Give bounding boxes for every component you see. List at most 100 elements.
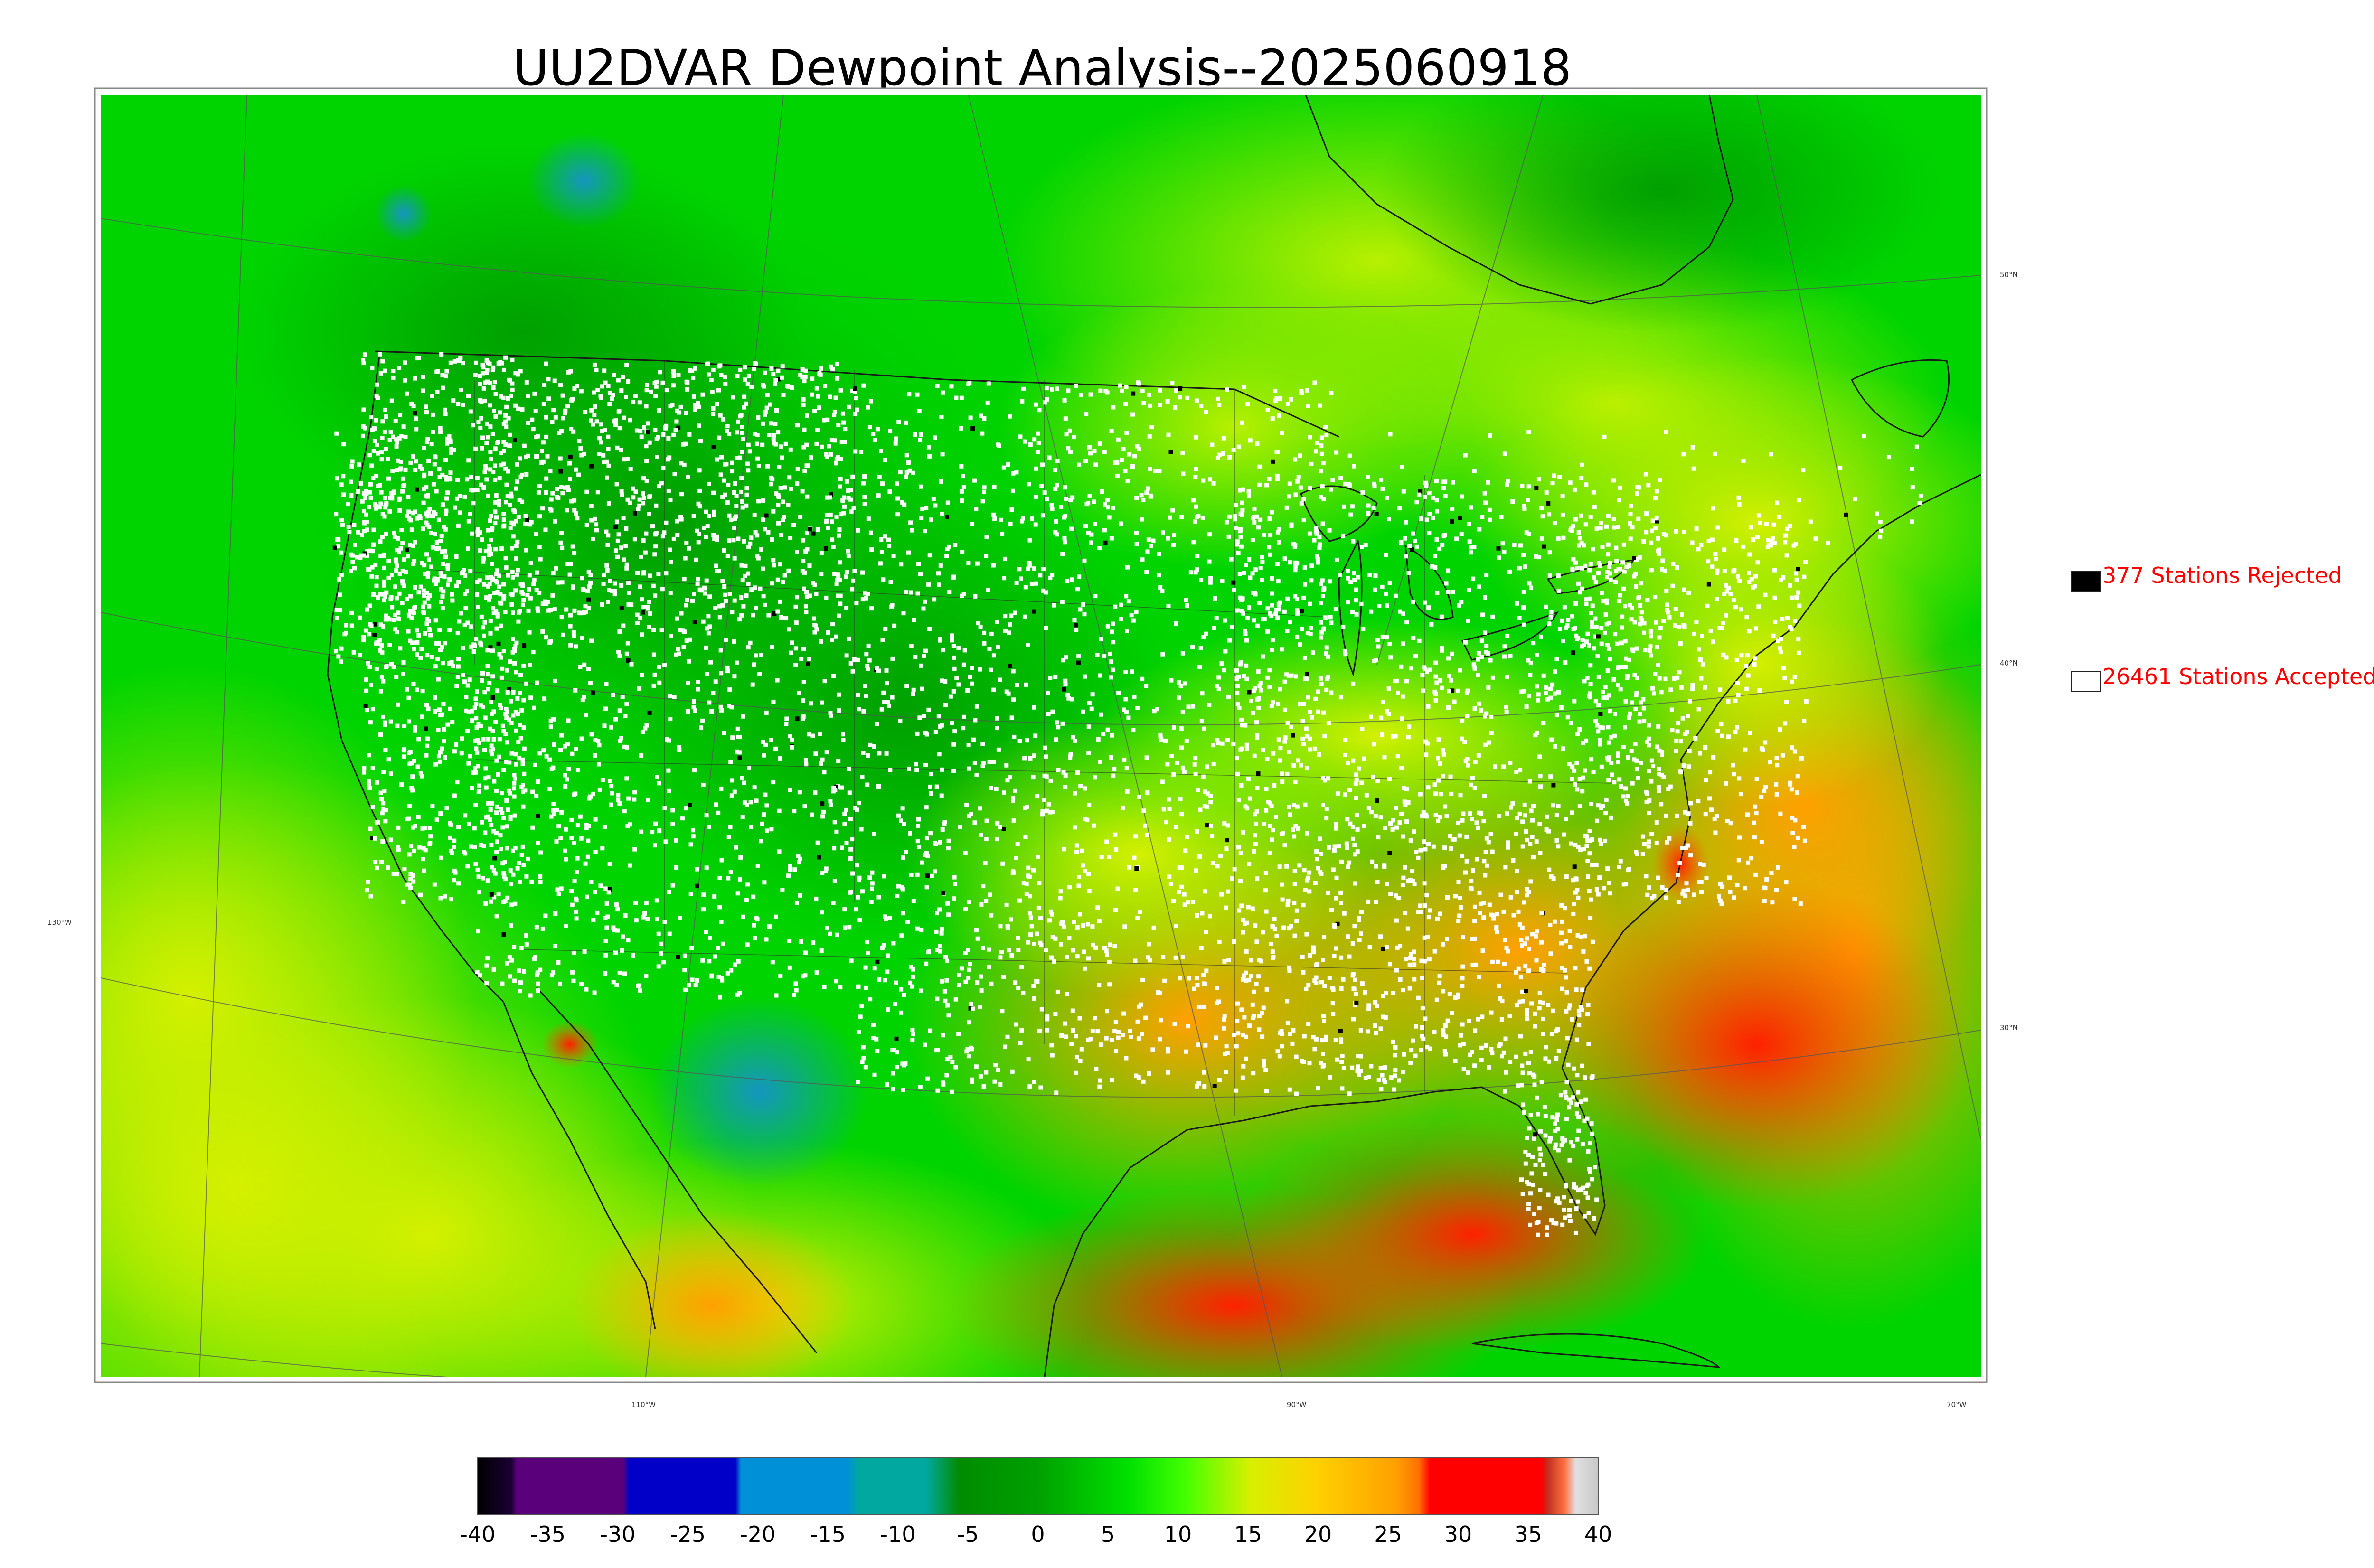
accepted-station bbox=[1270, 837, 1274, 842]
accepted-station bbox=[865, 940, 870, 945]
accepted-station bbox=[1225, 823, 1230, 828]
accepted-station bbox=[601, 453, 606, 458]
accepted-station bbox=[682, 629, 687, 634]
accepted-station bbox=[524, 681, 528, 686]
accepted-station bbox=[452, 838, 457, 843]
accepted-station bbox=[1520, 1063, 1525, 1068]
accepted-station bbox=[450, 720, 455, 724]
accepted-station bbox=[732, 526, 736, 530]
accepted-station bbox=[1038, 1085, 1043, 1090]
accepted-station bbox=[1446, 656, 1451, 661]
accepted-station bbox=[1019, 576, 1023, 581]
accepted-station bbox=[1088, 451, 1093, 456]
accepted-station bbox=[926, 707, 931, 712]
accepted-station bbox=[1091, 823, 1096, 828]
accepted-station bbox=[850, 871, 855, 876]
accepted-station bbox=[1527, 581, 1532, 586]
accepted-station bbox=[717, 615, 722, 620]
accepted-station bbox=[1324, 687, 1329, 692]
accepted-station bbox=[1646, 483, 1651, 488]
accepted-station bbox=[436, 754, 441, 759]
accepted-station bbox=[615, 907, 620, 912]
accepted-station bbox=[890, 695, 895, 700]
accepted-station bbox=[421, 857, 425, 862]
accepted-station bbox=[776, 521, 781, 526]
accepted-station bbox=[1118, 383, 1122, 388]
accepted-station bbox=[1525, 837, 1530, 842]
accepted-station bbox=[377, 505, 382, 510]
accepted-station bbox=[705, 672, 710, 676]
accepted-station bbox=[570, 970, 575, 975]
accepted-station bbox=[1265, 408, 1270, 412]
accepted-station bbox=[707, 624, 712, 629]
accepted-station bbox=[1274, 396, 1279, 401]
accepted-station bbox=[438, 648, 443, 652]
accepted-station bbox=[1563, 906, 1567, 911]
accepted-station bbox=[693, 708, 697, 713]
accepted-station bbox=[588, 573, 593, 577]
accepted-station bbox=[851, 506, 856, 510]
accepted-station bbox=[1158, 1037, 1162, 1042]
accepted-station bbox=[1190, 645, 1195, 649]
accepted-station bbox=[1363, 543, 1368, 547]
accepted-station bbox=[1344, 841, 1349, 846]
accepted-station bbox=[1203, 1043, 1208, 1048]
accepted-station bbox=[503, 442, 508, 447]
accepted-station bbox=[499, 847, 503, 851]
accepted-station bbox=[380, 419, 385, 424]
accepted-station bbox=[521, 725, 526, 730]
accepted-station bbox=[752, 367, 756, 371]
accepted-station bbox=[483, 464, 488, 469]
accepted-station bbox=[773, 914, 778, 919]
accepted-station bbox=[1551, 876, 1556, 881]
accepted-station bbox=[1050, 387, 1054, 392]
accepted-station bbox=[509, 882, 513, 886]
accepted-station bbox=[1298, 702, 1302, 706]
accepted-station bbox=[1527, 947, 1531, 951]
accepted-station bbox=[1158, 403, 1162, 407]
accepted-station bbox=[463, 592, 468, 596]
accepted-station bbox=[540, 629, 545, 634]
accepted-station bbox=[1017, 898, 1022, 903]
accepted-station bbox=[1227, 455, 1232, 460]
accepted-station bbox=[671, 374, 676, 378]
accepted-station bbox=[1083, 869, 1088, 873]
accepted-station bbox=[653, 593, 658, 598]
accepted-station bbox=[508, 817, 513, 821]
accepted-station bbox=[600, 602, 604, 607]
accepted-station bbox=[465, 864, 470, 869]
accepted-station bbox=[1443, 804, 1448, 809]
accepted-station bbox=[1235, 539, 1240, 544]
accepted-station bbox=[403, 434, 408, 439]
accepted-station bbox=[1285, 771, 1290, 776]
accepted-station bbox=[651, 652, 656, 657]
accepted-station bbox=[1269, 942, 1273, 946]
accepted-station bbox=[797, 691, 801, 695]
accepted-station bbox=[813, 751, 818, 756]
accepted-station bbox=[388, 837, 393, 842]
accepted-station bbox=[490, 752, 494, 757]
accepted-station bbox=[902, 993, 906, 997]
accepted-station bbox=[1166, 1049, 1170, 1054]
accepted-station bbox=[937, 907, 942, 912]
accepted-station bbox=[1010, 871, 1015, 875]
accepted-station bbox=[964, 803, 969, 807]
accepted-station bbox=[364, 688, 369, 693]
accepted-station bbox=[682, 462, 687, 467]
accepted-station bbox=[478, 530, 482, 535]
accepted-station bbox=[740, 578, 745, 583]
accepted-station bbox=[441, 702, 446, 706]
accepted-station bbox=[1252, 989, 1256, 994]
accepted-station bbox=[843, 925, 848, 930]
accepted-station bbox=[1441, 942, 1445, 947]
accepted-station bbox=[518, 989, 522, 994]
accepted-station bbox=[911, 687, 916, 692]
accepted-station bbox=[501, 512, 506, 516]
accepted-station bbox=[1434, 498, 1439, 503]
accepted-station bbox=[794, 988, 799, 993]
accepted-station bbox=[913, 432, 917, 437]
accepted-station bbox=[1036, 905, 1041, 910]
accepted-station bbox=[1238, 660, 1243, 665]
accepted-station bbox=[662, 530, 667, 535]
accepted-station bbox=[861, 709, 866, 714]
